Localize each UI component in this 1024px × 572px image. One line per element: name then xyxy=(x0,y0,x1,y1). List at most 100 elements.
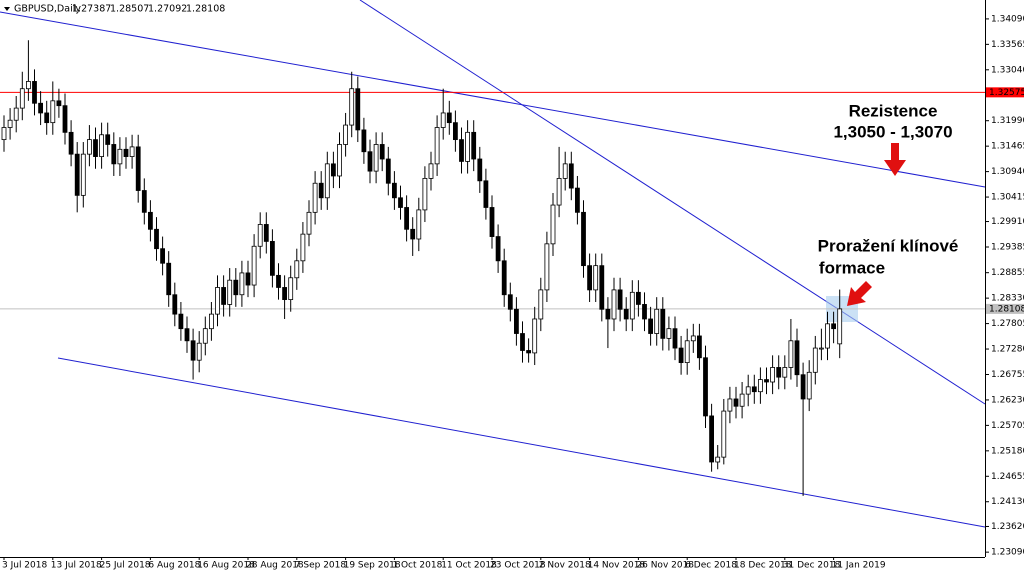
y-tick-label: 1.30415 xyxy=(991,193,1024,203)
candle-body xyxy=(19,88,25,109)
candle-body xyxy=(62,105,68,133)
annotation: Proražení klínové xyxy=(818,236,959,255)
x-tick-label: 16 Aug 2018 xyxy=(197,561,255,571)
candle-body xyxy=(758,379,763,393)
low-value: 1.27092 xyxy=(148,4,187,15)
high-value: 1.28507 xyxy=(110,4,149,15)
arrow-diagonal xyxy=(847,281,872,306)
candle-body xyxy=(782,367,788,378)
y-tick-label: 1.23620 xyxy=(991,522,1024,532)
candle-body xyxy=(398,197,403,208)
candle-body xyxy=(819,347,824,350)
candle-body xyxy=(666,328,672,339)
candle-body xyxy=(44,112,50,124)
candle-body xyxy=(446,112,452,124)
candle-body xyxy=(56,100,62,107)
candle-body xyxy=(318,182,324,199)
channel-upper xyxy=(0,11,986,188)
y-tick-label: 1.26755 xyxy=(991,370,1024,380)
candle-body xyxy=(428,163,434,179)
x-tick-label: 18 Dec 2018 xyxy=(734,561,792,571)
candle-body xyxy=(587,265,592,291)
candle-body xyxy=(703,357,708,417)
y-tick-label: 1.28855 xyxy=(991,268,1024,278)
candle-body xyxy=(593,265,599,291)
level-label-bg xyxy=(986,87,1024,98)
candle-body xyxy=(93,139,98,157)
candle-body xyxy=(440,112,446,128)
candle-body xyxy=(312,182,318,213)
candle-body xyxy=(831,323,836,330)
candle-body xyxy=(251,245,257,286)
candle-body xyxy=(800,374,806,400)
y-tick-label: 1.33040 xyxy=(991,65,1024,75)
bid-label: 1.28108 xyxy=(989,304,1024,314)
candle-body xyxy=(751,386,757,393)
candle-body xyxy=(87,139,92,155)
y-tick-label: 1.29385 xyxy=(991,242,1024,252)
x-tick-label: 3 Jul 2018 xyxy=(2,561,47,571)
open-value: 1.27387 xyxy=(72,4,111,15)
candle-body xyxy=(416,209,422,240)
candle-body xyxy=(452,122,458,141)
candle-body xyxy=(239,272,245,296)
candle-body xyxy=(263,224,269,242)
candle-body xyxy=(202,328,208,344)
candle-body xyxy=(50,100,56,124)
candle-body xyxy=(7,119,13,128)
candle-body xyxy=(550,204,556,245)
wedge-line xyxy=(359,0,986,405)
candle-body xyxy=(74,153,80,196)
y-tick-label: 1.28330 xyxy=(991,294,1024,304)
candle-body xyxy=(233,279,239,296)
candle-body xyxy=(745,386,751,395)
x-tick-label: 14 Nov 2018 xyxy=(588,561,646,571)
candle-body xyxy=(709,415,714,463)
candle-body xyxy=(672,328,678,349)
candle-body xyxy=(733,398,739,407)
candle-body xyxy=(123,148,129,157)
candle-body xyxy=(99,134,104,157)
candle-body xyxy=(575,187,580,213)
trend-lines xyxy=(0,0,986,528)
candle-body xyxy=(611,289,617,320)
candle-body xyxy=(788,340,794,368)
candle-body xyxy=(141,190,147,213)
candle-body xyxy=(739,393,745,407)
y-tick-label: 1.27280 xyxy=(991,345,1024,355)
candle-body xyxy=(172,294,178,315)
candle-body xyxy=(117,148,123,165)
y-tick-label: 1.31990 xyxy=(991,116,1024,126)
candle-body xyxy=(489,207,495,237)
x-tick-label: 7 Sep 2018 xyxy=(295,561,347,571)
level-label: 1.32575 xyxy=(989,88,1024,98)
candle-body xyxy=(367,151,373,172)
y-tick-label: 1.24130 xyxy=(991,497,1024,507)
candle-body xyxy=(459,139,464,162)
header: GBPUSD,Daily 1.27387 1.28507 1.27092 1.2… xyxy=(4,4,225,15)
candle-body xyxy=(355,88,361,131)
x-tick-label: 23 Oct 2018 xyxy=(490,561,546,571)
candle-body xyxy=(690,335,696,342)
candle-body xyxy=(825,323,830,349)
candle-body xyxy=(282,287,288,300)
candle-body xyxy=(422,177,428,211)
y-tick-label: 1.24655 xyxy=(991,472,1024,482)
x-tick-label: 31 Dec 2018 xyxy=(783,561,841,571)
candle-body xyxy=(184,328,190,342)
candle-body xyxy=(221,287,227,305)
candle-body xyxy=(160,248,166,264)
x-tick-label: 11 Jan 2019 xyxy=(832,561,886,571)
candle-body xyxy=(776,367,782,378)
candle-body xyxy=(727,398,733,412)
candle-body xyxy=(330,163,336,177)
candle-body xyxy=(166,262,172,296)
candle-body xyxy=(257,224,263,247)
annotation: formace xyxy=(819,258,885,277)
candle-body xyxy=(178,313,184,330)
candle-body xyxy=(520,333,525,351)
y-tick-label: 1.34090 xyxy=(991,14,1024,24)
x-tick-label: 6 Aug 2018 xyxy=(148,561,200,571)
candle-body xyxy=(605,308,611,320)
candle-body xyxy=(111,144,117,165)
